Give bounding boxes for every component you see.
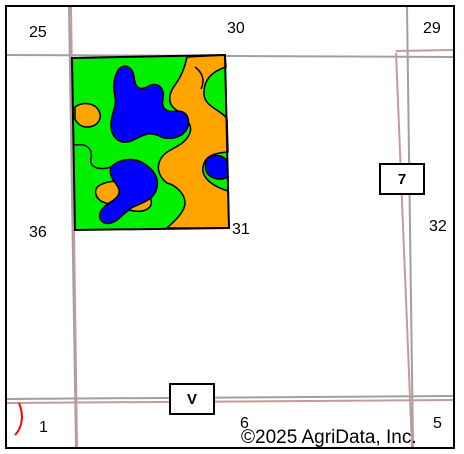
section-label-36: 36 [29,224,47,241]
soil-boundary-line [74,143,112,170]
road-horizontal-bottom [7,399,453,404]
section-label-30: 30 [227,20,245,37]
field-boundary [70,53,231,232]
route-shield-7-label: 7 [397,170,407,188]
field-parcel[interactable] [70,53,231,232]
section-line-vertical-right [406,7,414,447]
section-line-horizontal-bottom [7,395,453,400]
section-label-1: 1 [39,419,48,436]
section-label-29: 29 [423,20,441,37]
soil-zone-orange[interactable] [157,54,230,229]
road-horizontal-top-right [395,49,453,52]
soil-zone-blue-lower[interactable] [99,158,159,225]
map-frame: 25 30 29 36 31 32 1 6 5 7 V ©2025 AgriDa… [5,5,455,449]
section-label-32: 32 [429,218,447,235]
soil-map-canvas[interactable] [7,7,453,447]
section-label-6: 6 [240,415,249,432]
section-label-5: 5 [433,415,442,432]
soil-boundary-line-upper [194,66,204,90]
copyright-notice: ©2025 AgriData, Inc. [241,427,417,448]
route-shield-7[interactable]: 7 [379,163,425,195]
route-shield-v-label: V [186,390,197,408]
soil-zone-orange-small[interactable] [74,102,101,128]
section-label-25: 25 [29,24,47,41]
soil-zone-blue[interactable] [110,65,190,143]
section-line-vertical-left [68,7,77,447]
route-shield-v[interactable]: V [169,383,215,415]
soil-zone-blue-right[interactable] [204,154,229,180]
section-line-horizontal-top [7,54,453,58]
section-label-31: 31 [232,221,250,238]
road-vertical-right [395,52,413,447]
water-feature [14,402,23,436]
